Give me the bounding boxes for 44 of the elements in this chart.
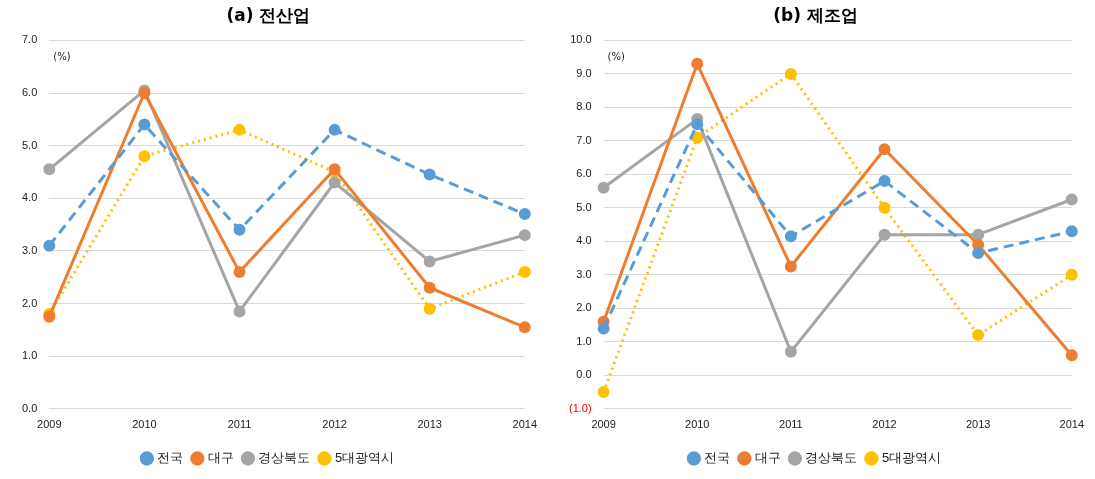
y-tick-label: 3.0 (21, 243, 38, 256)
x-tick-label: 2010 (685, 418, 710, 431)
y-tick-label: 0.0 (576, 368, 592, 381)
legend-label: 대구 (207, 450, 234, 466)
x-tick-label: 2011 (779, 418, 803, 431)
y-tick-label: 10.0 (570, 33, 592, 46)
y-tick-label: 3.0 (576, 267, 592, 280)
y-tick-label: 1.0 (576, 334, 592, 347)
x-tick-label: 2013 (417, 418, 442, 431)
chart-title: (a) 전산업 (226, 4, 311, 25)
legend-label: 경상북도 (258, 450, 311, 466)
y-tick-label: 6.0 (576, 167, 592, 180)
chart-title: (b) 제조업 (773, 4, 858, 25)
legend-label: 전국 (704, 450, 731, 466)
y-tick-label: 2.0 (576, 301, 592, 314)
x-tick-label: 2012 (322, 418, 347, 431)
y-tick-label: 0.0 (21, 401, 38, 414)
y-tick-label: 4.0 (576, 234, 592, 247)
y-tick-label: 8.0 (576, 100, 592, 113)
y-tick-label: 7.0 (21, 33, 38, 46)
x-tick-label: 2014 (512, 418, 538, 431)
x-tick-label: 2010 (132, 418, 157, 431)
y-tick-label: 5.0 (576, 200, 592, 213)
x-tick-label: 2012 (872, 418, 897, 431)
annotation: (%) (53, 50, 71, 62)
x-tick-label: 2009 (37, 418, 62, 431)
legend-label: 경상북도 (805, 450, 858, 466)
y-tick-label: 5.0 (21, 138, 38, 151)
y-tick-label: 4.0 (21, 191, 38, 204)
legend-label: 5대광역시 (334, 450, 395, 466)
legend-label: 전국 (157, 450, 184, 466)
legend-label: 대구 (754, 450, 781, 466)
x-tick-label: 2009 (591, 418, 616, 431)
x-tick-label: 2013 (965, 418, 991, 431)
y-tick-label: (1.0) (568, 401, 592, 414)
y-tick-label: 6.0 (21, 86, 38, 99)
y-tick-label: 9.0 (576, 66, 592, 79)
annotation: (%) (607, 50, 626, 62)
legend-label: 5대광역시 (881, 450, 942, 466)
y-tick-label: 2.0 (21, 296, 38, 309)
x-tick-label: 2014 (1059, 418, 1085, 431)
y-tick-label: 7.0 (576, 133, 592, 146)
y-tick-label: 1.0 (21, 349, 38, 362)
x-tick-label: 2011 (227, 418, 252, 431)
